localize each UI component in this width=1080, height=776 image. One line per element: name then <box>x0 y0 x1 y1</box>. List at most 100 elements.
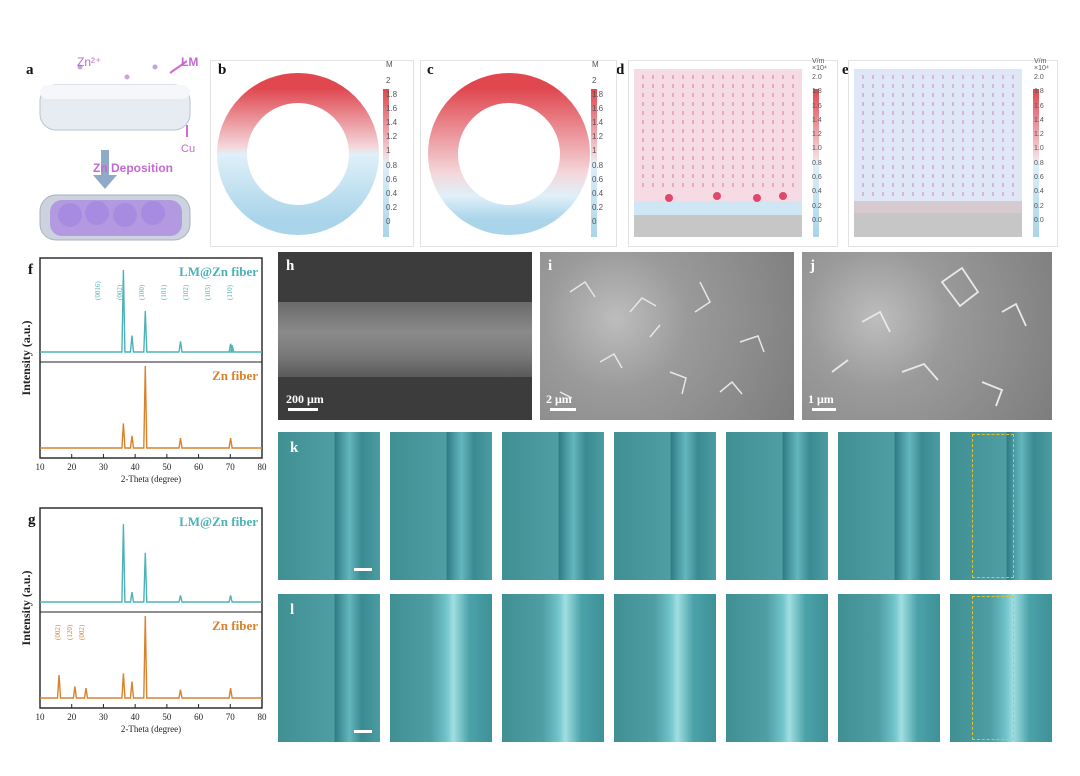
peak-label-0: (0016) <box>94 281 102 300</box>
x-tick-label: 80 <box>258 712 268 722</box>
x-tick-label: 10 <box>36 712 46 722</box>
scale-bar-h <box>288 408 318 411</box>
colorbar-e-tick-9: 0.2 <box>1034 202 1044 210</box>
y-axis-label: Intensity (a.u.) <box>19 320 33 395</box>
panel-label-g: g <box>28 512 36 528</box>
colorbar-b-tick-0: 2 <box>386 76 391 85</box>
colorbar-d-tick-2: 1.6 <box>812 102 822 110</box>
x-tick-label: 60 <box>194 712 204 722</box>
colorbar-d-tick-4: 1.2 <box>812 131 822 139</box>
peak-label-2: (100) <box>138 284 146 300</box>
xrd-series-1 <box>40 365 262 449</box>
scale-bar-l <box>354 730 372 733</box>
plot-frame <box>39 507 263 709</box>
colorbar-c-tick-6: 0.8 <box>592 160 604 170</box>
x-tick-label: 60 <box>194 462 204 472</box>
colorbar-b-ticks: 2 1.8 1.6 1.4 1.2 1 0.8 0.6 0.4 0.2 0 <box>386 76 408 226</box>
row-k-frame-7 <box>950 432 1052 580</box>
colorbar-b-tick-7: 0.6 <box>386 174 398 184</box>
x-tick-label: 50 <box>162 712 172 722</box>
electric-field-d <box>634 69 819 237</box>
row-k-frame-1 <box>278 432 380 580</box>
row-l-frame-6 <box>838 594 940 742</box>
colorbar-d-tick-9: 0.2 <box>812 202 822 210</box>
row-l-frame-1 <box>278 594 380 742</box>
panel-c-ring <box>420 60 617 247</box>
row-k-frame-3 <box>502 432 604 580</box>
x-tick-label: 40 <box>131 462 141 472</box>
x-tick-label: 40 <box>131 712 141 722</box>
panel-label-e: e <box>842 62 849 78</box>
colorbar-e-tick-3: 1.4 <box>1034 116 1044 124</box>
colorbar-c-tick-5: 1 <box>592 146 597 156</box>
xrd-series-1 <box>40 615 262 699</box>
peak-label-6: (110) <box>226 284 234 300</box>
panel-d-field <box>628 60 838 247</box>
xrd-series-0 <box>40 269 262 353</box>
colorbar-c-tick-10: 0 <box>592 216 597 226</box>
row-k-frame-5 <box>726 432 828 580</box>
colorbar-e-tick-7: 0.6 <box>1034 174 1044 182</box>
xrd-chart-g: LM@Zn fiber Zn fiber 10 20 30 40 50 60 70 80 2-The… <box>19 507 268 734</box>
peak-label-2: (002) <box>78 624 86 640</box>
colorbar-b-unit: M <box>386 60 393 69</box>
colorbar-e-exp: ×10⁴ <box>1034 65 1049 72</box>
colorbar-e-tick-8: 0.4 <box>1034 188 1044 196</box>
panel-label-c: c <box>427 62 434 78</box>
panel-label-l: l <box>290 602 295 618</box>
concentration-ring-b <box>217 73 389 237</box>
colorbar-e-ticks: 2.0 1.8 1.6 1.4 1.2 1.0 0.8 0.6 0.4 0.2 0.0 <box>1034 74 1058 224</box>
scale-text-i: 2 μm <box>546 392 572 406</box>
colorbar-e-tick-0: 2.0 <box>1034 74 1044 81</box>
zn-ion-label: Zn²⁺ <box>77 55 102 69</box>
peak-label-4: (102) <box>182 284 190 300</box>
panel-label-h: h <box>286 258 295 274</box>
colorbar-b-tick-6: 0.8 <box>386 160 398 170</box>
sem-image-h: h 200 μm <box>278 252 532 420</box>
plot-frame <box>39 257 263 459</box>
peak-label-3: (101) <box>160 284 168 300</box>
row-l-frame-7 <box>950 594 1052 742</box>
colorbar-d-tick-8: 0.4 <box>812 188 822 196</box>
panel-b-ring <box>210 60 414 247</box>
colorbar-c-unit: M <box>592 60 599 69</box>
scale-bar-k <box>354 568 372 571</box>
row-l-frame-4 <box>614 594 716 742</box>
colorbar-e-tick-10: 0.0 <box>1034 216 1044 224</box>
electric-field-e <box>854 69 1039 237</box>
cu-label: Cu <box>181 143 196 155</box>
sem-flakes-j <box>831 266 1027 407</box>
panel-label-f: f <box>28 262 33 278</box>
scale-text-j: 1 μm <box>808 392 834 406</box>
colorbar-c: M 2 1.8 1.6 1.4 1.2 1 0.8 0.6 0.4 0.2 0 <box>592 60 614 240</box>
row-k-frame-6 <box>838 432 940 580</box>
sem-image-i: i 2 μm <box>540 252 794 420</box>
colorbar-b-tick-3: 1.4 <box>386 118 398 128</box>
colorbar-b-tick-5: 1 <box>386 146 391 156</box>
series-label-0: LM@Zn fiber <box>179 264 258 279</box>
sem-image-j: j 1 μm <box>802 252 1052 420</box>
peak-label-0: (002) <box>54 624 62 640</box>
lm-label: LM <box>181 55 199 69</box>
colorbar-e-tick-4: 1.2 <box>1034 131 1044 139</box>
colorbar-b-tick-10: 0 <box>386 216 391 226</box>
y-axis-label: Intensity (a.u.) <box>19 570 33 645</box>
deposition-schematic <box>39 60 191 241</box>
panel-a-schematic: Zn²⁺ LM Cu Zn Deposition <box>35 55 210 245</box>
colorbar-c-tick-1: 1.8 <box>592 90 604 100</box>
xrd-chart-f: LM@Zn fiber Zn fiber 10 20 30 40 50 60 70 80 2-The… <box>19 257 267 484</box>
colorbar-d-tick-6: 0.8 <box>812 159 822 167</box>
highlight-box <box>972 596 1014 740</box>
colorbar-e-tick-1: 1.8 <box>1034 88 1044 96</box>
colorbar-b-tick-8: 0.4 <box>386 188 398 198</box>
peak-label-5: (103) <box>204 284 212 300</box>
panel-label-a: a <box>26 62 34 78</box>
concentration-ring-c <box>428 73 597 237</box>
x-tick-label: 30 <box>99 462 109 472</box>
row-k-frame-4 <box>614 432 716 580</box>
colorbar-c-tick-8: 0.4 <box>592 188 604 198</box>
x-tick-label: 30 <box>99 712 109 722</box>
row-l-frame-2 <box>390 594 492 742</box>
series-label-1: Zn fiber <box>212 618 258 633</box>
series-label-0: LM@Zn fiber <box>179 514 258 529</box>
